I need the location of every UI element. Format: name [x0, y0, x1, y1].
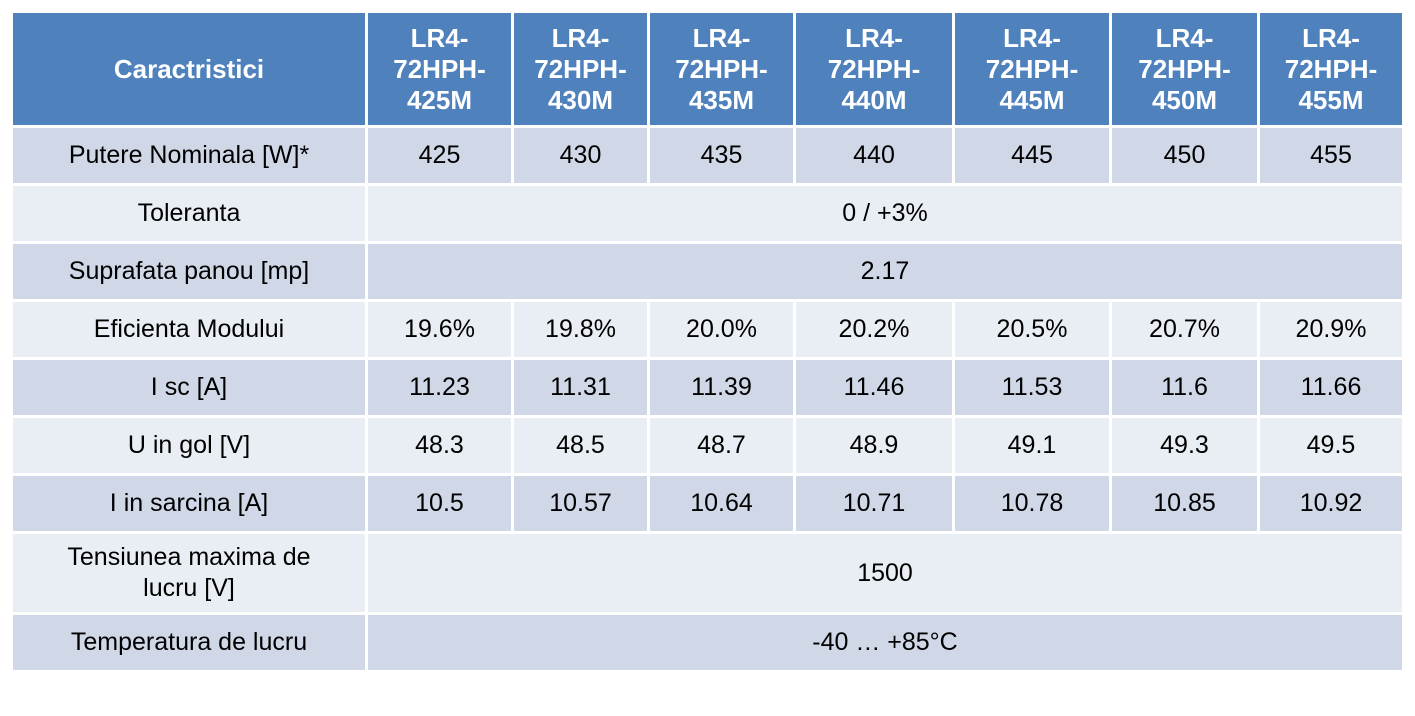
row-label: Eficienta Modului: [10, 299, 368, 360]
table-row: I in sarcina [A] 10.5 10.57 10.64 10.71 10.78…: [10, 473, 1405, 534]
row-label: Putere Nominala [W]*: [10, 125, 368, 186]
cell-value: 11.23: [365, 357, 514, 418]
cell-value: 11.46: [793, 357, 955, 418]
cell-value: 48.7: [647, 415, 796, 476]
cell-value: 20.9%: [1257, 299, 1405, 360]
cell-value: 49.5: [1257, 415, 1405, 476]
table-row: Temperatura de lucru -40 … +85°C: [10, 612, 1405, 673]
cell-value: 19.6%: [365, 299, 514, 360]
header-label: Caractristici: [10, 10, 368, 128]
cell-value: 455: [1257, 125, 1405, 186]
merged-value: 2.17: [365, 241, 1405, 302]
model-header: LR4-72HPH-435M: [647, 10, 796, 128]
cell-value: 10.85: [1109, 473, 1260, 534]
cell-value: 10.71: [793, 473, 955, 534]
table-row: U in gol [V] 48.3 48.5 48.7 48.9 49.1 49.3 49.5: [10, 415, 1405, 476]
table-row: Putere Nominala [W]* 425 430 435 440 445 450 45…: [10, 125, 1405, 186]
table-row: Suprafata panou [mp] 2.17: [10, 241, 1405, 302]
table-row: I sc [A] 11.23 11.31 11.39 11.46 11.53 11.6 11.…: [10, 357, 1405, 418]
cell-value: 445: [952, 125, 1112, 186]
row-label: Temperatura de lucru: [10, 612, 368, 673]
model-header: LR4-72HPH-430M: [511, 10, 650, 128]
row-label: I in sarcina [A]: [10, 473, 368, 534]
cell-value: 19.8%: [511, 299, 650, 360]
cell-value: 11.6: [1109, 357, 1260, 418]
cell-value: 20.5%: [952, 299, 1112, 360]
model-header: LR4-72HPH-445M: [952, 10, 1112, 128]
cell-value: 11.39: [647, 357, 796, 418]
cell-value: 11.31: [511, 357, 650, 418]
row-label: Toleranta: [10, 183, 368, 244]
cell-value: 430: [511, 125, 650, 186]
cell-value: 10.5: [365, 473, 514, 534]
merged-value: 0 / +3%: [365, 183, 1405, 244]
cell-value: 20.2%: [793, 299, 955, 360]
cell-value: 450: [1109, 125, 1260, 186]
row-label: Tensiunea maxima de lucru [V]: [10, 531, 368, 615]
row-label: Suprafata panou [mp]: [10, 241, 368, 302]
table-row: Toleranta 0 / +3%: [10, 183, 1405, 244]
cell-value: 49.1: [952, 415, 1112, 476]
cell-value: 10.78: [952, 473, 1112, 534]
row-label: U in gol [V]: [10, 415, 368, 476]
cell-value: 11.53: [952, 357, 1112, 418]
table-row: Eficienta Modului 19.6% 19.8% 20.0% 20.2% 20.…: [10, 299, 1405, 360]
model-header: LR4-72HPH-440M: [793, 10, 955, 128]
cell-value: 425: [365, 125, 514, 186]
cell-value: 435: [647, 125, 796, 186]
cell-value: 48.5: [511, 415, 650, 476]
cell-value: 48.9: [793, 415, 955, 476]
cell-value: 20.0%: [647, 299, 796, 360]
merged-value: 1500: [365, 531, 1405, 615]
table-row: Tensiunea maxima de lucru [V] 1500: [10, 531, 1405, 615]
cell-value: 48.3: [365, 415, 514, 476]
cell-value: 10.64: [647, 473, 796, 534]
cell-value: 49.3: [1109, 415, 1260, 476]
cell-value: 440: [793, 125, 955, 186]
row-label: I sc [A]: [10, 357, 368, 418]
model-header: LR4-72HPH-450M: [1109, 10, 1260, 128]
cell-value: 11.66: [1257, 357, 1405, 418]
spec-table: Caractristici LR4-72HPH-425M LR4-72HPH-430…: [10, 10, 1405, 673]
cell-value: 20.7%: [1109, 299, 1260, 360]
model-header: LR4-72HPH-425M: [365, 10, 514, 128]
header-row: Caractristici LR4-72HPH-425M LR4-72HPH-430…: [10, 10, 1405, 128]
cell-value: 10.92: [1257, 473, 1405, 534]
cell-value: 10.57: [511, 473, 650, 534]
table-body: Putere Nominala [W]* 425 430 435 440 445 450 45…: [10, 125, 1405, 673]
model-header: LR4-72HPH-455M: [1257, 10, 1405, 128]
merged-value: -40 … +85°C: [365, 612, 1405, 673]
